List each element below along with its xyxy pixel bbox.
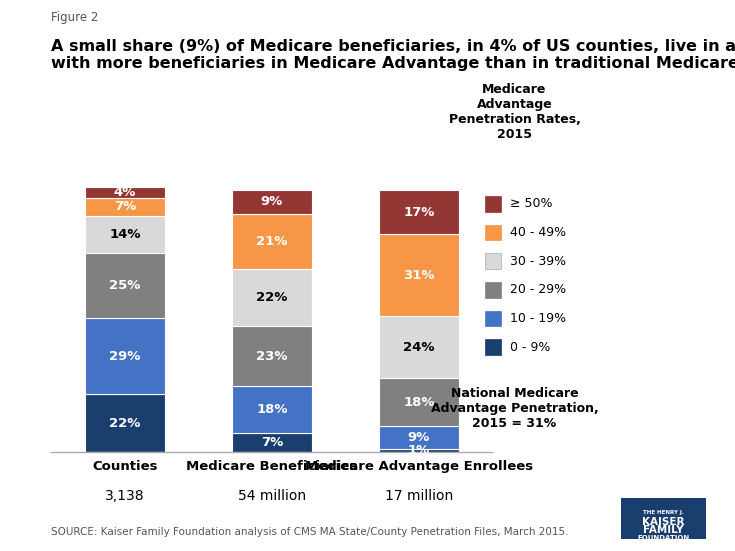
Bar <box>379 379 459 425</box>
Text: 22%: 22% <box>110 417 140 430</box>
Bar <box>379 316 459 379</box>
Bar <box>379 190 459 235</box>
Bar <box>85 253 165 318</box>
Text: 23%: 23% <box>257 350 287 363</box>
Bar <box>85 187 165 198</box>
Text: THE HENRY J.: THE HENRY J. <box>643 510 684 515</box>
Text: 7%: 7% <box>114 201 136 213</box>
Text: 17%: 17% <box>404 206 434 219</box>
Text: 40 - 49%: 40 - 49% <box>510 226 566 239</box>
Text: SOURCE: Kaiser Family Foundation analysis of CMS MA State/County Penetration Fil: SOURCE: Kaiser Family Foundation analysi… <box>51 527 569 537</box>
Text: 54 million: 54 million <box>238 489 306 503</box>
Text: 25%: 25% <box>110 279 140 292</box>
Text: 31%: 31% <box>404 268 434 282</box>
Text: 3,138: 3,138 <box>105 489 145 503</box>
Text: 24%: 24% <box>404 341 434 354</box>
Text: 22%: 22% <box>257 291 287 304</box>
Text: 17 million: 17 million <box>385 489 453 503</box>
Text: Medicare
Advantage
Penetration Rates,
2015: Medicare Advantage Penetration Rates, 20… <box>448 83 581 141</box>
Text: A small share (9%) of Medicare beneficiaries, in 4% of US counties, live in an a: A small share (9%) of Medicare beneficia… <box>51 39 735 71</box>
Text: 7%: 7% <box>261 436 283 449</box>
Text: 18%: 18% <box>257 403 287 417</box>
Text: 29%: 29% <box>110 350 140 363</box>
Bar <box>85 394 165 452</box>
Text: 4%: 4% <box>114 186 136 199</box>
Bar <box>85 198 165 216</box>
Bar <box>379 449 459 452</box>
Bar <box>85 216 165 253</box>
Text: 9%: 9% <box>408 431 430 444</box>
Text: National Medicare
Advantage Penetration,
2015 = 31%: National Medicare Advantage Penetration,… <box>431 387 598 430</box>
Text: 18%: 18% <box>404 396 434 408</box>
Text: 14%: 14% <box>110 228 140 241</box>
Bar <box>232 434 312 452</box>
Text: 0 - 9%: 0 - 9% <box>510 341 551 354</box>
Bar <box>379 425 459 449</box>
Text: 1%: 1% <box>408 444 430 457</box>
Text: Figure 2: Figure 2 <box>51 11 98 24</box>
Text: KAISER: KAISER <box>642 516 684 527</box>
Text: 30 - 39%: 30 - 39% <box>510 255 566 268</box>
Bar <box>85 318 165 394</box>
Text: 20 - 29%: 20 - 29% <box>510 283 566 296</box>
Text: 10 - 19%: 10 - 19% <box>510 312 566 325</box>
Text: ≥ 50%: ≥ 50% <box>510 197 553 210</box>
Text: FOUNDATION: FOUNDATION <box>637 535 689 541</box>
Bar <box>232 268 312 326</box>
Text: 9%: 9% <box>261 195 283 208</box>
Bar <box>379 235 459 316</box>
Text: FAMILY: FAMILY <box>643 525 684 535</box>
Bar <box>232 190 312 214</box>
Bar <box>232 326 312 386</box>
Bar <box>232 214 312 268</box>
Text: 21%: 21% <box>257 235 287 247</box>
Bar <box>232 386 312 434</box>
